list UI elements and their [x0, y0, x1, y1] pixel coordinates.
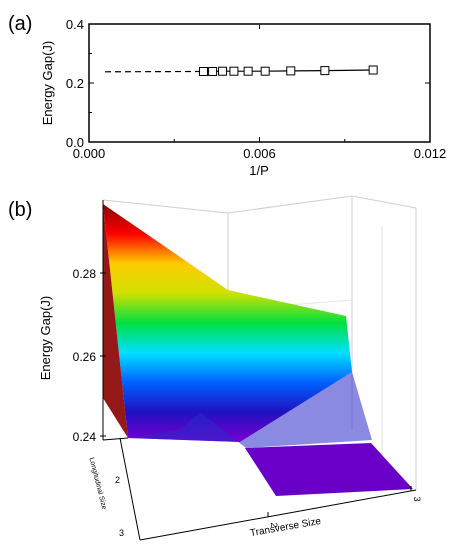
panel-b-ticks: 0.24 0.26 0.28 2 3 2 3 — [73, 267, 422, 538]
panel-b-xlabel: Transverse Size — [249, 516, 322, 539]
x-tick-label: 3 — [412, 496, 422, 501]
surface-floor-right — [245, 443, 413, 496]
y-tick-label: 3 — [119, 528, 124, 538]
panel-a-ylabel: Energy Gap(J) — [40, 41, 55, 126]
y-tick-label: 0.2 — [66, 76, 84, 91]
data-point-marker — [286, 66, 296, 76]
z-tick-label: 0.26 — [73, 350, 97, 364]
x-tick-label: 2 — [269, 522, 279, 527]
x-tick-label: 0.000 — [73, 146, 106, 161]
panel-a-xlabel: 1/P — [249, 163, 269, 178]
z-tick-label: 0.24 — [73, 430, 97, 444]
panel-a-label: (a) — [8, 13, 32, 35]
data-point-marker — [229, 66, 239, 76]
surface-main — [103, 204, 352, 442]
x-tick-label: 0.006 — [243, 146, 276, 161]
data-point-marker — [208, 66, 218, 76]
data-point-marker — [320, 66, 330, 76]
z-tick-label: 0.28 — [73, 267, 97, 281]
y-tick-label: 2 — [115, 475, 120, 485]
data-point-marker — [218, 66, 228, 76]
data-point-marker — [368, 65, 378, 75]
panel-b-ylabel: Longitudinal Size — [88, 457, 108, 511]
surface-shadow — [128, 372, 372, 448]
panel-a-series — [104, 65, 378, 76]
panel-b-surface — [103, 204, 413, 496]
y-tick-label: 0.0 — [66, 135, 84, 150]
x-tick-label: 0.012 — [414, 146, 447, 161]
panel-b-axes — [102, 200, 417, 541]
data-point-marker — [243, 66, 253, 76]
surface-left-edge — [103, 204, 128, 438]
data-point-marker — [199, 66, 209, 76]
panel-b-zlabel: Energy Gap(J) — [38, 296, 53, 381]
panel-a-ticks: 0.000 0.006 0.012 0.0 0.2 0.4 — [66, 17, 446, 161]
y-tick-label: 0.4 — [66, 17, 84, 32]
data-point-marker — [260, 66, 270, 76]
panel-b-label: (b) — [8, 199, 32, 221]
